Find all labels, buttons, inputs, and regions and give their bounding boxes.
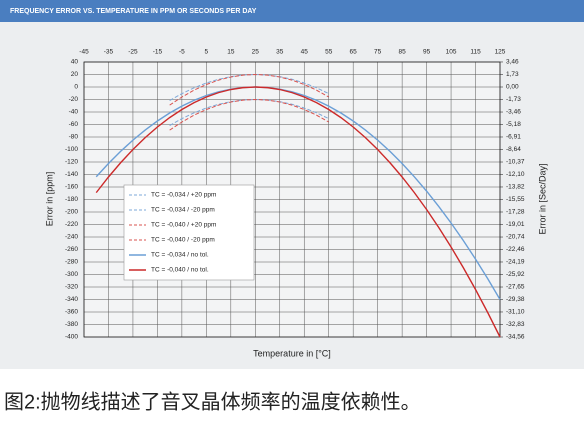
y2-tick-label: -15,55 [506, 196, 525, 203]
legend-label: TC = -0,040 / -20 ppm [151, 237, 215, 244]
y-tick-label: -20 [69, 96, 79, 103]
series-line [95, 86, 501, 300]
y-tick-label: -340 [65, 296, 78, 303]
x-tick-label: 95 [423, 49, 431, 56]
x-tick-label: 25 [252, 49, 260, 56]
x-tick-label: -15 [153, 49, 163, 56]
y2-tick-label: -25,92 [506, 271, 525, 278]
x-tick-label: 35 [276, 49, 284, 56]
x-tick-label: 55 [325, 49, 333, 56]
y2-tick-label: 3,46 [506, 59, 519, 66]
x-tick-label: 125 [495, 49, 506, 56]
y-tick-label: -380 [65, 321, 78, 328]
caption: 图2:抛物线描述了音叉晶体频率的温度依赖性。 [4, 390, 421, 413]
y2-tick-label: 0,00 [506, 84, 519, 91]
y-tick-label: -240 [65, 234, 78, 241]
x-axis-label: Temperature in [°C] [253, 348, 331, 358]
y-tick-label: -300 [65, 271, 78, 278]
legend-label: TC = -0,034 / +20 ppm [151, 192, 216, 199]
y-tick-label: -140 [65, 171, 78, 178]
y2-tick-label: -13,82 [506, 184, 525, 191]
x-tick-label: 5 [205, 49, 209, 56]
y-tick-label: 40 [71, 59, 79, 66]
series-line [95, 86, 501, 338]
y2-tick-label: -31,10 [506, 309, 525, 316]
y-tick-label: -220 [65, 221, 78, 228]
y2-tick-label: -5,18 [506, 121, 521, 128]
y2-tick-label: -1,73 [506, 96, 521, 103]
x-tick-label: 85 [399, 49, 407, 56]
header-bar [0, 0, 584, 22]
y2-tick-label: -29,38 [506, 296, 525, 303]
y2-axis-label: Error in [Sec/Day] [537, 163, 547, 234]
y-tick-label: -280 [65, 259, 78, 266]
y-tick-label: -200 [65, 209, 78, 216]
y-tick-label: -60 [69, 121, 79, 128]
y2-tick-label: -32,83 [506, 321, 525, 328]
y-tick-label: 0 [74, 84, 78, 91]
y2-tick-label: -6,91 [506, 134, 521, 141]
y2-tick-label: -12,10 [506, 171, 525, 178]
y2-tick-label: -3,46 [506, 109, 521, 116]
y2-tick-label: -8,64 [506, 146, 521, 153]
series-line [169, 73, 329, 106]
y2-tick-label: -10,37 [506, 159, 525, 166]
legend-label: TC = -0,034 / -20 ppm [151, 207, 215, 214]
y-axis-label: Error in [ppm] [44, 172, 54, 227]
legend-label: TC = -0,040 / no tol. [151, 267, 209, 274]
y-tick-label: -360 [65, 309, 78, 316]
series-line [169, 98, 329, 131]
y-tick-label: -260 [65, 246, 78, 253]
x-tick-label: 75 [374, 49, 382, 56]
y-tick-label: 20 [71, 71, 79, 78]
y2-tick-label: -19,01 [506, 221, 525, 228]
x-tick-label: 115 [470, 49, 481, 56]
x-tick-label: -35 [104, 49, 114, 56]
legend-label: TC = -0,040 / +20 ppm [151, 222, 216, 229]
x-tick-label: -45 [79, 49, 89, 56]
y-tick-label: -40 [69, 109, 79, 116]
x-tick-label: -25 [128, 49, 138, 56]
x-tick-label: 105 [446, 49, 457, 56]
y2-tick-label: 1,73 [506, 71, 519, 78]
y-tick-label: -180 [65, 196, 78, 203]
y2-tick-label: -24,19 [506, 259, 525, 266]
chart-title: FREQUENCY ERROR VS. TEMPERATURE IN PPM O… [10, 8, 257, 15]
y2-tick-label: -17,28 [506, 209, 525, 216]
plot-frame [83, 61, 501, 338]
y2-tick-label: -22,46 [506, 246, 525, 253]
x-tick-label: 45 [301, 49, 309, 56]
x-tick-label: -5 [179, 49, 185, 56]
y2-tick-label: -20,74 [506, 234, 525, 241]
y-tick-label: -80 [69, 134, 79, 141]
y2-tick-label: -27,65 [506, 284, 525, 291]
y-tick-label: -100 [65, 146, 78, 153]
y-tick-label: -320 [65, 284, 78, 291]
y-tick-label: -160 [65, 184, 78, 191]
legend-label: TC = -0,034 / no tol. [151, 252, 209, 259]
y-tick-label: -400 [65, 334, 78, 341]
x-tick-label: 65 [350, 49, 358, 56]
legend-box [123, 184, 255, 281]
x-tick-label: 15 [227, 49, 235, 56]
y-tick-label: -120 [65, 159, 78, 166]
y2-tick-label: -34,56 [506, 334, 525, 341]
